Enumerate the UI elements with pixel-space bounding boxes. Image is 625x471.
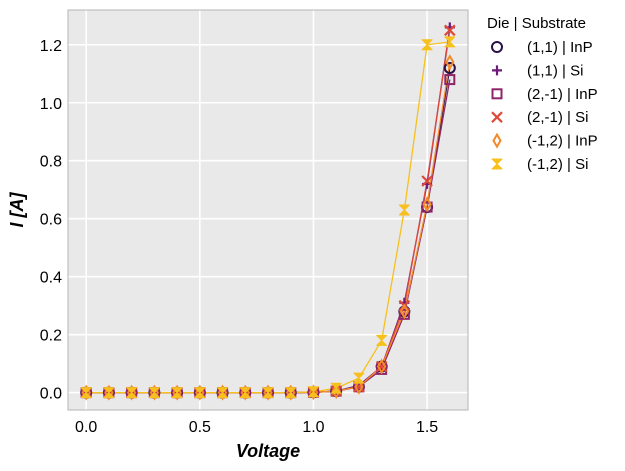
data-point-s6-7: [217, 387, 229, 399]
legend-label: (1,1) | Si: [527, 62, 583, 79]
legend-marker-4: [491, 111, 503, 123]
y-tick-label: 1.0: [40, 96, 62, 113]
data-point-s6-1: [80, 387, 92, 399]
y-tick-label: 1.2: [40, 38, 62, 55]
legend-label: (-1,2) | InP: [527, 133, 598, 150]
data-point-s6-16: [421, 39, 433, 51]
x-axis-ticks: 0.0 0.5 1.0 1.5: [75, 419, 438, 436]
x-tick-label: 0.0: [75, 419, 97, 436]
x-axis-title: Voltage: [236, 441, 300, 461]
data-point-s6-14: [376, 334, 388, 346]
legend-items: (1,1) | InP (1,1) | Si (2,-1) | InP (2,-1) …: [491, 39, 598, 173]
legend-label: (-1,2) | Si: [527, 156, 588, 173]
legend-item: (-1,2) | Si: [491, 156, 588, 173]
data-point-s4-14: [375, 360, 388, 373]
data-point-s6-12: [330, 382, 342, 394]
legend-item: (2,-1) | InP: [491, 86, 598, 103]
plot-frame: [67, 9, 469, 411]
y-tick-label: 0.4: [40, 270, 62, 287]
data-point-s5-15: [399, 303, 410, 320]
data-point-s5-17: [445, 54, 455, 71]
legend-marker-3: [491, 88, 503, 100]
data-point-s4-17: [444, 24, 456, 37]
data-point-s5-11: [308, 384, 319, 401]
data-point-s1-17: [443, 61, 456, 74]
plot-area: [68, 10, 468, 410]
data-point-s6-4: [148, 387, 160, 399]
y-axis-ticks: 0.0 0.2 0.4 0.6 0.8 1.0 1.2: [40, 38, 62, 403]
legend-marker-2: [492, 65, 502, 76]
data-point-s6-15: [398, 204, 410, 216]
legend-marker-5: [492, 132, 502, 149]
legend-marker-6: [491, 158, 503, 170]
y-tick-label: 0.8: [40, 154, 62, 171]
y-tick-label: 0.6: [40, 212, 62, 229]
data-point-s6-13: [353, 372, 365, 384]
legend-label: (1,1) | InP: [527, 39, 593, 56]
x-tick-label: 0.5: [189, 419, 211, 436]
data-point-s6-17: [444, 36, 456, 48]
data-point-s5-12: [331, 383, 341, 400]
data-point-s3-17: [444, 74, 456, 86]
legend-item: (1,1) | Si: [492, 62, 583, 79]
data-point-s6-5: [171, 387, 183, 399]
data-point-s6-8: [239, 387, 251, 399]
data-point-s6-2: [103, 387, 115, 399]
legend-title: Die | Substrate: [487, 15, 586, 32]
y-tick-label: 0.2: [40, 328, 62, 345]
data-point-s5-13: [354, 378, 364, 395]
y-tick-label: 0.0: [40, 386, 62, 403]
x-tick-label: 1.0: [302, 419, 324, 436]
data-point-s6-10: [285, 387, 297, 399]
data-point-s6-9: [262, 387, 274, 399]
legend-label: (2,-1) | InP: [527, 86, 598, 103]
legend-item: (-1,2) | InP: [492, 132, 598, 150]
legend: Die | Substrate (1,1) | InP (1,1) | Si (2,…: [487, 15, 598, 173]
legend-item: (1,1) | InP: [491, 39, 593, 56]
y-axis-title: I [A]: [7, 192, 27, 228]
data-point-s6-6: [194, 387, 206, 399]
data-point-s5-16: [422, 196, 432, 213]
data-point-s4-16: [421, 175, 433, 187]
data-point-s6-11: [307, 386, 319, 398]
data-point-s5-14: [376, 358, 387, 375]
legend-marker-1: [491, 41, 503, 53]
legend-item: (2,-1) | Si: [491, 109, 588, 126]
series-markers: [80, 22, 456, 401]
legend-label: (2,-1) | Si: [527, 109, 588, 126]
x-tick-label: 1.5: [416, 419, 438, 436]
data-point-s6-3: [126, 387, 138, 399]
